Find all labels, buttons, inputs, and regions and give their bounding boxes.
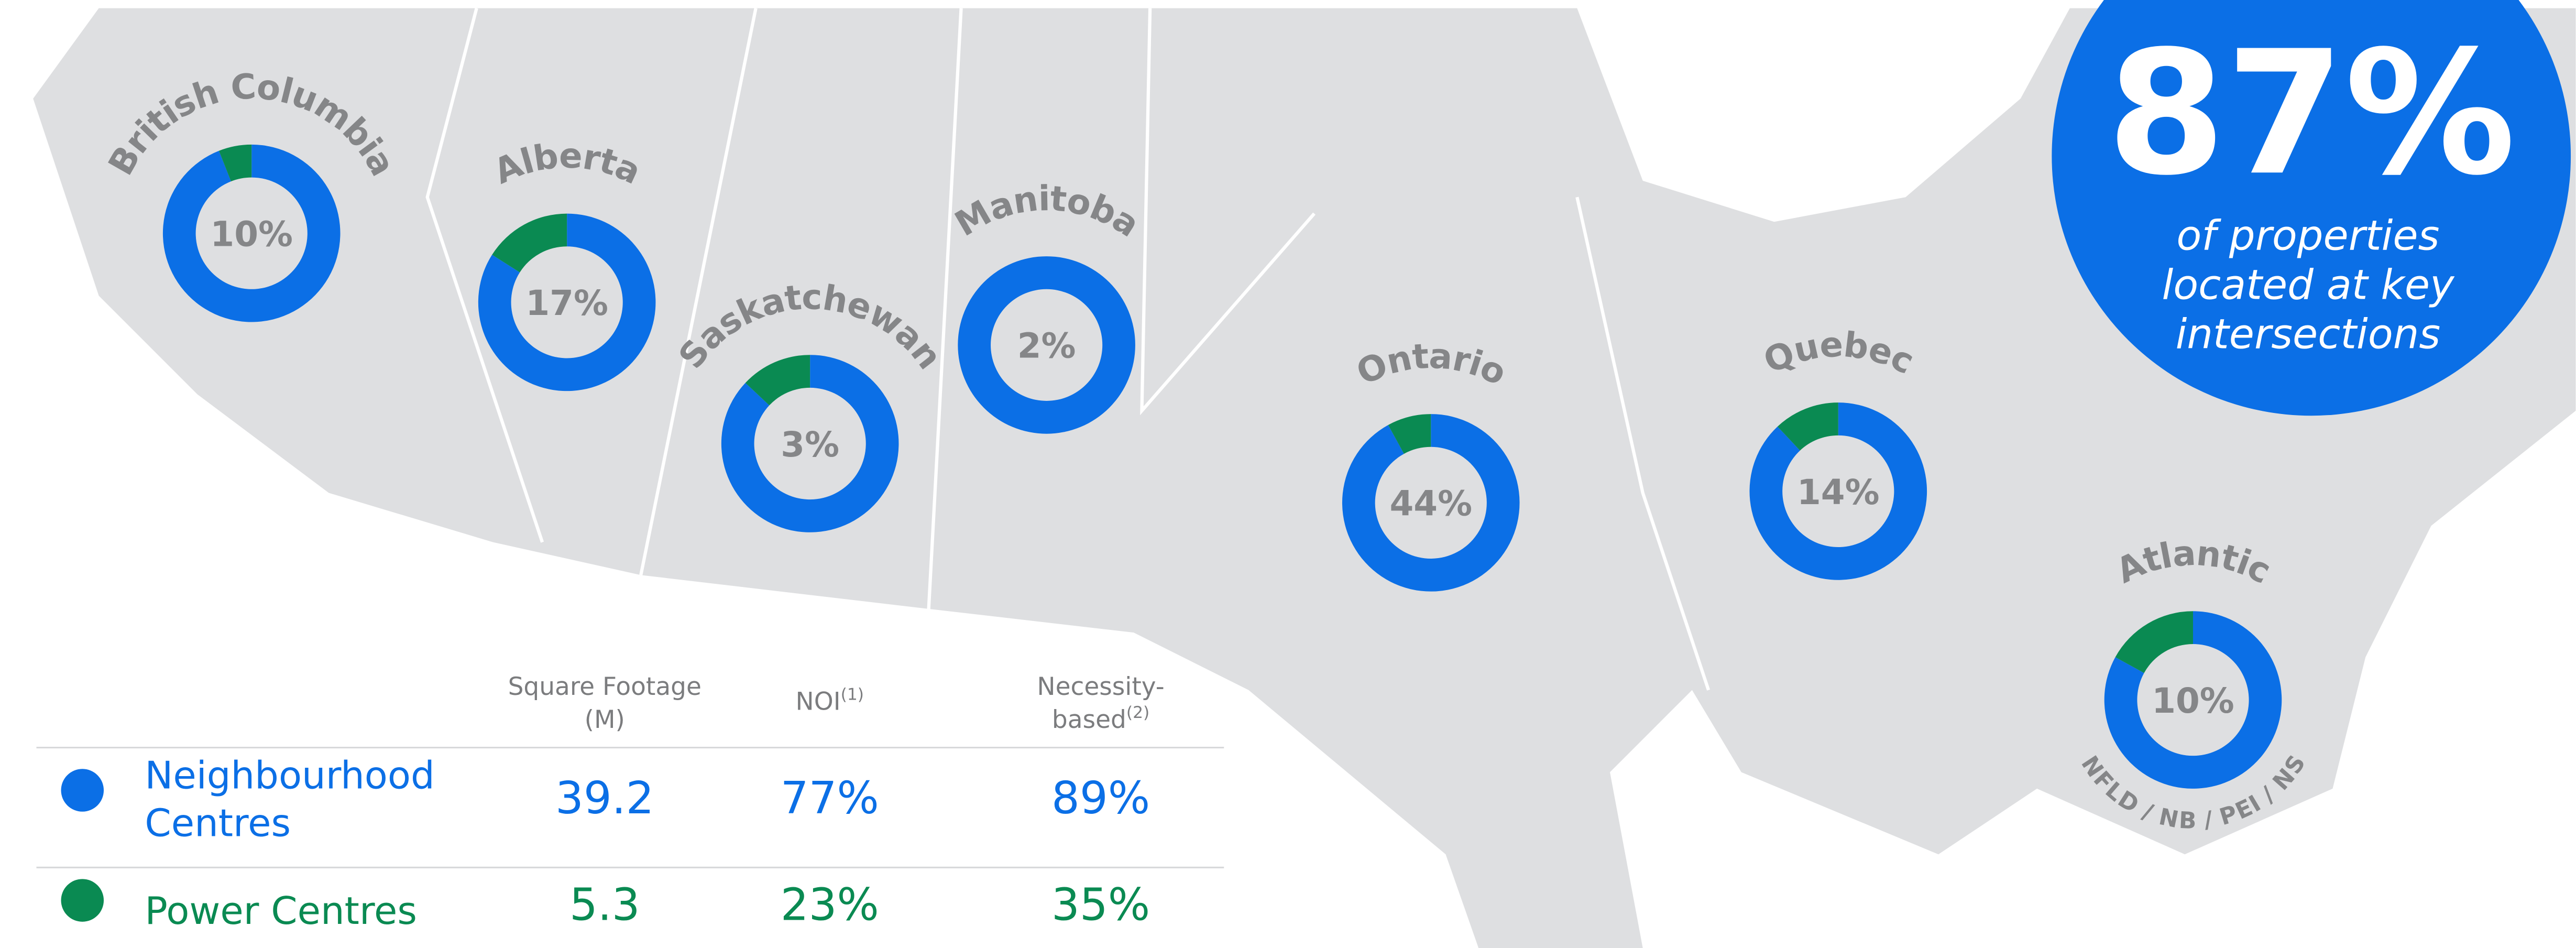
column-header: based(2) (1052, 703, 1149, 734)
donut-segment (1342, 414, 1520, 592)
donut-segment (1388, 414, 1431, 454)
column-header: Necessity- (1037, 672, 1164, 701)
header-text: Square Footage (508, 672, 701, 701)
region-share: 44% (1389, 484, 1472, 524)
donut-segment (745, 355, 810, 406)
row-name: Centres (145, 801, 291, 845)
map-land (33, 8, 2576, 948)
header-text: (M) (585, 705, 625, 734)
table: Square Footage (M) NOI(1) Necessity-based(2… (36, 672, 1224, 933)
donut-segment (218, 144, 252, 182)
row-name: Power Centres (145, 889, 417, 933)
region-share: 17% (525, 283, 608, 323)
row-cell: 39.2 (555, 772, 654, 824)
callout-text: located at key (2162, 261, 2455, 309)
donut-segment (478, 213, 656, 391)
row-cell: 23% (781, 879, 879, 931)
callout-text: intersections (2176, 311, 2441, 358)
donut-segment (2115, 611, 2193, 673)
row-cell: 89% (1051, 772, 1150, 824)
header-note: (1) (841, 685, 864, 704)
row-name: Neighbourhood (145, 754, 434, 798)
legend-dot (61, 879, 104, 922)
region-share: 2% (1017, 326, 1076, 366)
region-share: 3% (781, 424, 839, 465)
callout-circle (2052, 0, 2571, 416)
column-header: (M) (585, 705, 625, 734)
callout-value: 87% (2107, 14, 2516, 213)
donut-segment (1749, 402, 1927, 580)
header-text: based (1052, 705, 1126, 734)
region-share: 10% (2152, 681, 2234, 721)
legend-dot (61, 769, 104, 812)
donut-segment (492, 213, 567, 273)
donut-segment (2104, 611, 2282, 789)
header-text: Necessity- (1037, 672, 1164, 701)
region-share: 14% (1797, 472, 1880, 513)
column-header: NOI(1) (796, 685, 864, 716)
header-note: (2) (1126, 703, 1149, 722)
callout-text: of properties (2176, 212, 2439, 260)
donut-segment (1777, 402, 1838, 451)
row-cell: 5.3 (569, 879, 640, 931)
region-share: 10% (210, 214, 293, 255)
donut-segment (958, 256, 1135, 434)
header-text: NOI (796, 687, 841, 716)
column-header: Square Footage (508, 672, 701, 701)
donuts: 10%British Columbia17%Alberta3%Saskatche… (101, 66, 2311, 834)
province-borders (425, 7, 1711, 691)
donut-segment (721, 355, 899, 532)
row-cell: 35% (1051, 879, 1150, 931)
row-cell: 77% (781, 772, 879, 824)
donut-segment (162, 144, 341, 322)
